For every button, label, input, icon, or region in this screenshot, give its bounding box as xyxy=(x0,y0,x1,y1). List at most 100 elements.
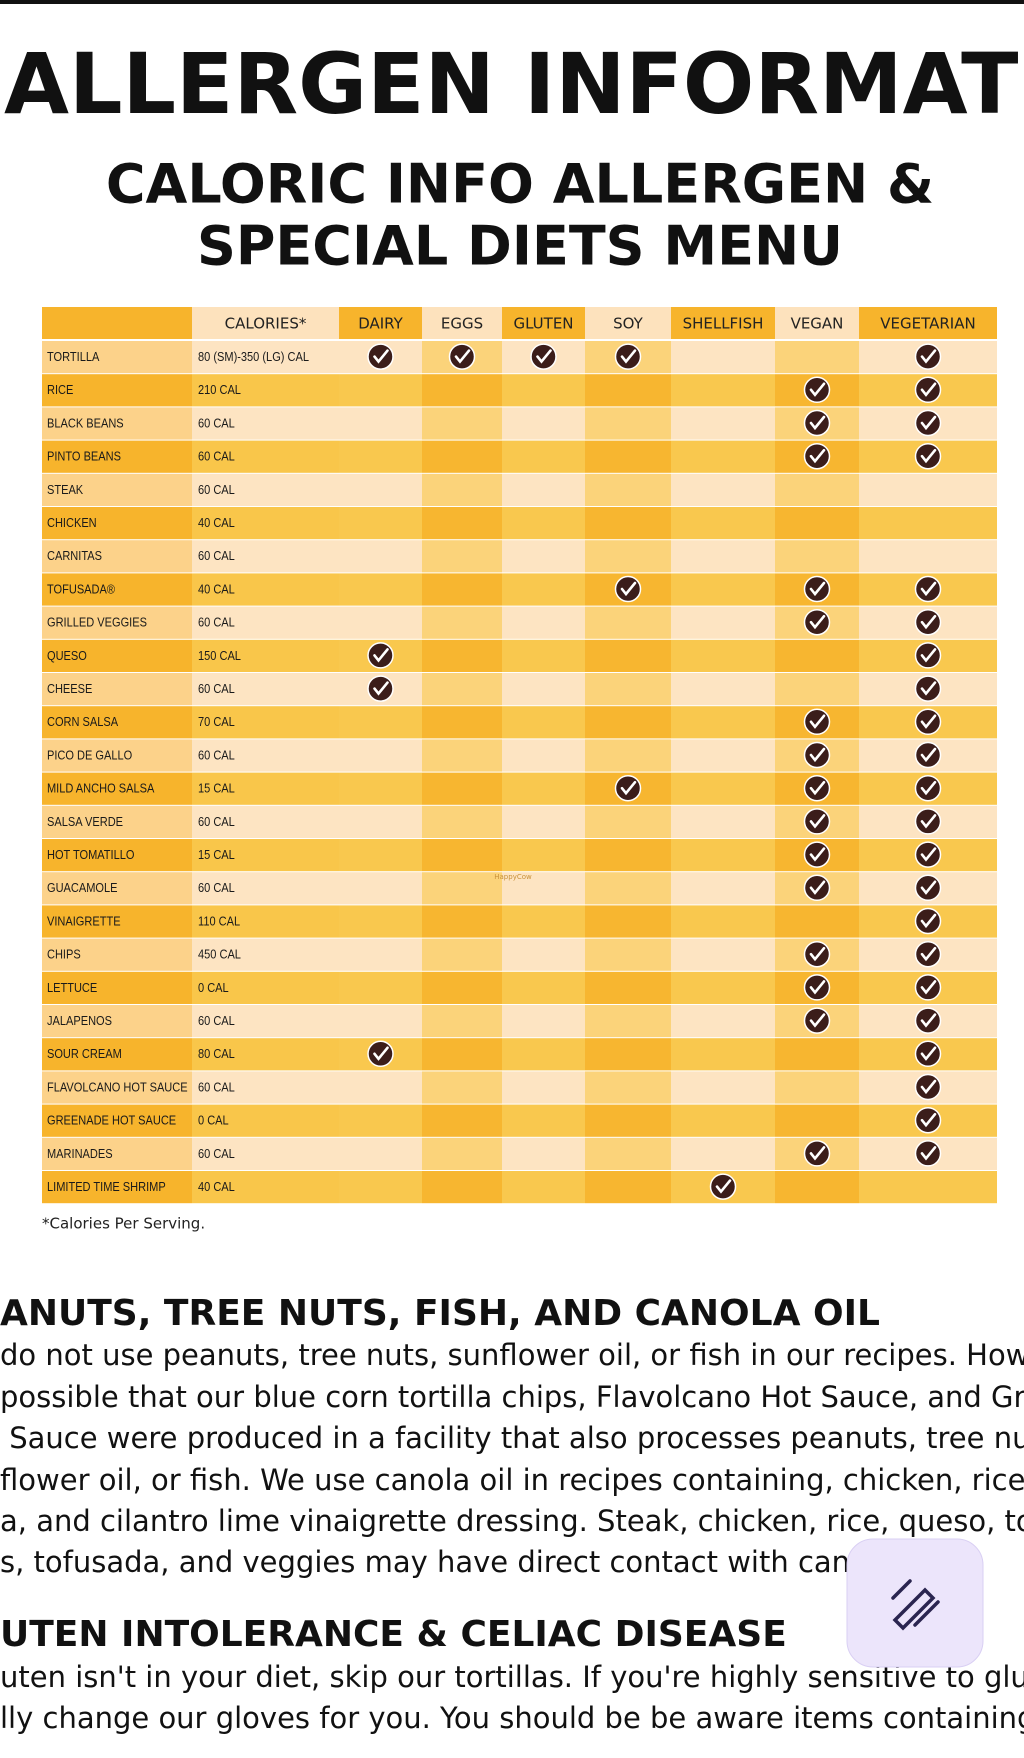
cell xyxy=(671,938,775,971)
cell xyxy=(42,440,192,473)
check-icon xyxy=(803,608,831,636)
check-circle xyxy=(914,1073,942,1101)
calories: 40 CAL xyxy=(198,582,235,597)
cell xyxy=(502,1005,585,1038)
calories: 15 CAL xyxy=(198,847,235,862)
cell xyxy=(422,1005,502,1038)
cell xyxy=(671,839,775,872)
cell xyxy=(339,374,422,407)
column-header: GLUTEN xyxy=(513,315,573,333)
check-circle xyxy=(914,1007,942,1034)
check-circle xyxy=(914,642,942,669)
check-icon xyxy=(367,1040,394,1068)
cell xyxy=(502,905,585,938)
edit-button[interactable] xyxy=(846,1538,984,1668)
cell xyxy=(192,407,339,440)
check-tick xyxy=(920,648,937,663)
check-tick xyxy=(620,349,637,364)
cell xyxy=(671,739,775,772)
cell xyxy=(859,507,997,540)
item-name: BLACK BEANS xyxy=(47,416,124,431)
paragraph-line: a, and cilantro lime vinaigrette dressin… xyxy=(0,1504,1024,1538)
check-icon xyxy=(803,409,831,437)
check-icon xyxy=(803,1007,831,1034)
calories: 40 CAL xyxy=(198,515,235,530)
cell xyxy=(502,606,585,639)
cell xyxy=(859,473,997,506)
calories: 60 CAL xyxy=(198,482,235,497)
check-tick xyxy=(920,1013,937,1028)
check-circle xyxy=(614,343,642,370)
cell xyxy=(192,639,339,672)
column-header: VEGAN xyxy=(791,315,844,333)
cell xyxy=(42,805,192,838)
cell xyxy=(42,1071,192,1104)
check-circle xyxy=(367,1040,394,1068)
cell xyxy=(775,1038,859,1071)
cell xyxy=(502,639,585,672)
check-icon xyxy=(914,376,942,404)
cell xyxy=(42,341,192,374)
cell xyxy=(585,374,671,407)
cell xyxy=(339,1104,422,1137)
item-name: CORN SALSA xyxy=(47,714,119,729)
page-title: ALLERGEN INFORMATION xyxy=(4,35,1024,133)
check-icon xyxy=(914,940,942,968)
cell xyxy=(192,839,339,872)
check-icon xyxy=(914,708,942,736)
check-icon xyxy=(914,343,942,370)
check-circle xyxy=(803,442,831,470)
cell xyxy=(585,540,671,573)
paragraph-line: uten isn't in your diet, skip our tortil… xyxy=(0,1660,1024,1694)
check-circle xyxy=(914,608,942,636)
cell xyxy=(502,805,585,838)
cell xyxy=(192,573,339,606)
cell xyxy=(585,507,671,540)
check-tick xyxy=(920,681,937,696)
cell xyxy=(339,1071,422,1104)
check-circle xyxy=(367,675,394,702)
cell xyxy=(671,872,775,905)
check-circle xyxy=(914,940,942,968)
calories: 80 CAL xyxy=(198,1046,235,1061)
check-circle xyxy=(803,409,831,437)
item-name: GRILLED VEGGIES xyxy=(47,615,147,630)
cell xyxy=(192,540,339,573)
check-circle xyxy=(803,376,831,404)
cell xyxy=(422,540,502,573)
cell xyxy=(585,639,671,672)
item-name: PICO DE GALLO xyxy=(47,748,132,763)
item-name: CHIPS xyxy=(47,947,81,962)
cell xyxy=(422,971,502,1004)
check-circle xyxy=(803,575,831,603)
check-icon xyxy=(914,1040,942,1068)
calories: 40 CAL xyxy=(198,1179,235,1194)
cell xyxy=(585,606,671,639)
check-circle xyxy=(803,708,831,736)
check-tick xyxy=(920,913,937,929)
check-icon xyxy=(367,642,394,669)
item-name: GREENADE HOT SAUCE xyxy=(47,1113,176,1128)
calories: 60 CAL xyxy=(198,548,235,563)
check-circle xyxy=(914,1140,942,1167)
cell xyxy=(859,1171,997,1204)
cell xyxy=(671,905,775,938)
check-tick xyxy=(809,946,826,962)
check-tick xyxy=(809,780,826,796)
check-circle xyxy=(914,343,942,370)
check-circle xyxy=(614,575,642,603)
cell xyxy=(585,938,671,971)
cell xyxy=(42,639,192,672)
cell xyxy=(671,971,775,1004)
check-icon xyxy=(614,774,642,802)
check-circle xyxy=(803,1140,831,1167)
check-circle xyxy=(530,343,557,370)
check-circle xyxy=(914,1040,942,1068)
cell xyxy=(192,1171,339,1204)
calories: 110 CAL xyxy=(198,914,240,929)
cell xyxy=(422,839,502,872)
cell xyxy=(585,1071,671,1104)
check-icon xyxy=(803,741,831,769)
check-tick xyxy=(920,382,937,397)
